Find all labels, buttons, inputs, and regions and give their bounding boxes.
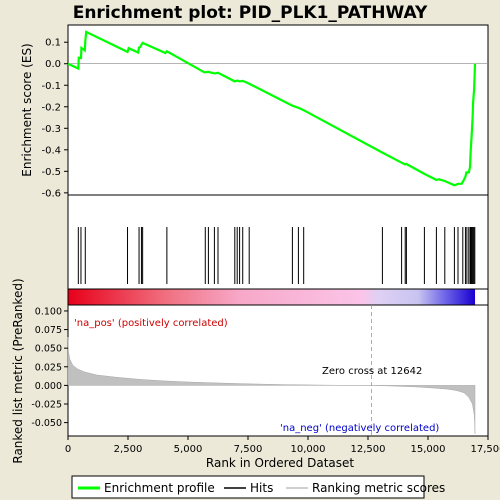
hits-layer [77, 227, 476, 284]
metric-panel [67, 304, 489, 437]
es-axis-label: Enrichment score (ES) [20, 43, 34, 176]
neg-correlated-label: 'na_neg' (negatively correlated) [280, 423, 439, 434]
es-y-tick-label: -0.3 [41, 124, 61, 135]
pos-correlated-label: 'na_pos' (positively correlated) [74, 318, 228, 329]
metric-y-tick-label: 0.075 [35, 325, 62, 336]
metric-axis-label: Ranked list metric (PreRanked) [11, 278, 25, 463]
zero-cross-label: Zero cross at 12642 [322, 366, 422, 377]
x-tick-label: 12,500 [351, 444, 386, 455]
axes-layer: 0.1 0.0 -0.1 -0.2 -0.3 -0.4 -0.5 -0.6 0.100 0.075… [31, 38, 500, 455]
chart-title: Enrichment plot: PID_PLK1_PATHWAY [73, 3, 428, 23]
es-y-tick-label: -0.4 [41, 145, 61, 156]
x-tick-label: 2,500 [114, 444, 143, 455]
metric-y-tick-label: -0.050 [31, 418, 62, 429]
metric-y-tick-label: 0.100 [35, 306, 62, 317]
metric-y-tick-label: -0.025 [31, 399, 62, 410]
x-tick-label: 15,000 [411, 444, 446, 455]
metric-y-tick-label: 0.000 [35, 381, 62, 392]
ranking-metric-area [67, 336, 476, 434]
x-axis-label: Rank in Ordered Dataset [206, 456, 354, 470]
es-y-tick-label: 0.1 [45, 38, 61, 49]
legend-hits-label: Hits [250, 481, 273, 495]
metric-y-tick-label: 0.025 [35, 362, 62, 373]
hits-panel [67, 194, 489, 290]
es-layer [67, 30, 488, 187]
x-tick-label: 0 [65, 444, 71, 455]
metric-layer [67, 305, 476, 436]
es-y-tick-label: -0.2 [41, 102, 61, 113]
es-panel [67, 24, 489, 196]
es-y-tick-label: 0.0 [45, 59, 61, 70]
x-tick-label: 17,500 [471, 444, 500, 455]
legend: Enrichment profile Hits Ranking metric s… [71, 475, 445, 499]
es-y-tick-label: -0.1 [41, 81, 61, 92]
x-tick-label: 7,500 [234, 444, 263, 455]
legend-metric-label: Ranking metric scores [312, 481, 445, 495]
legend-box [71, 475, 425, 499]
es-y-tick-label: -0.6 [41, 188, 61, 199]
es-y-tick-label: -0.5 [41, 167, 61, 178]
metric-y-tick-label: 0.050 [35, 344, 62, 355]
x-tick-label: 5,000 [174, 444, 203, 455]
colorbar-layer [68, 289, 476, 305]
enrichment-profile-line [67, 30, 477, 187]
x-tick-label: 10,000 [291, 444, 326, 455]
legend-enrichment-label: Enrichment profile [104, 481, 215, 495]
rank-colorbar [68, 289, 476, 305]
